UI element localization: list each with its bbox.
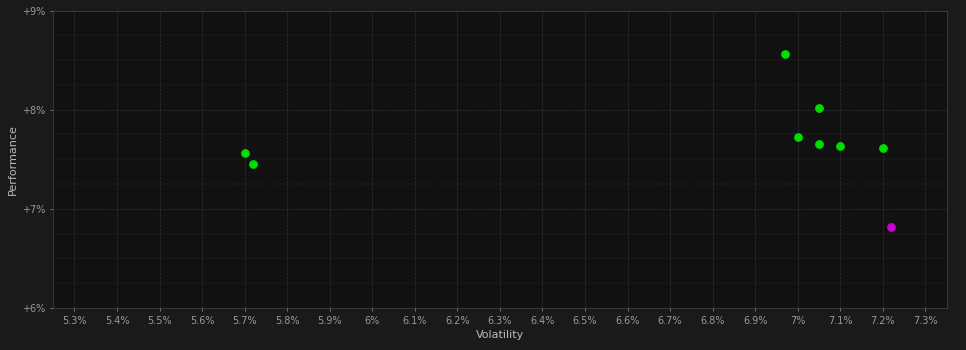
Point — [811, 105, 827, 111]
Y-axis label: Performance: Performance — [8, 124, 18, 195]
X-axis label: Volatility: Volatility — [476, 330, 524, 340]
Point — [833, 144, 848, 149]
Point — [778, 51, 793, 57]
Point — [811, 141, 827, 147]
Point — [790, 135, 806, 140]
Point — [875, 146, 891, 151]
Point — [237, 150, 252, 156]
Point — [245, 161, 261, 167]
Point — [884, 224, 899, 230]
